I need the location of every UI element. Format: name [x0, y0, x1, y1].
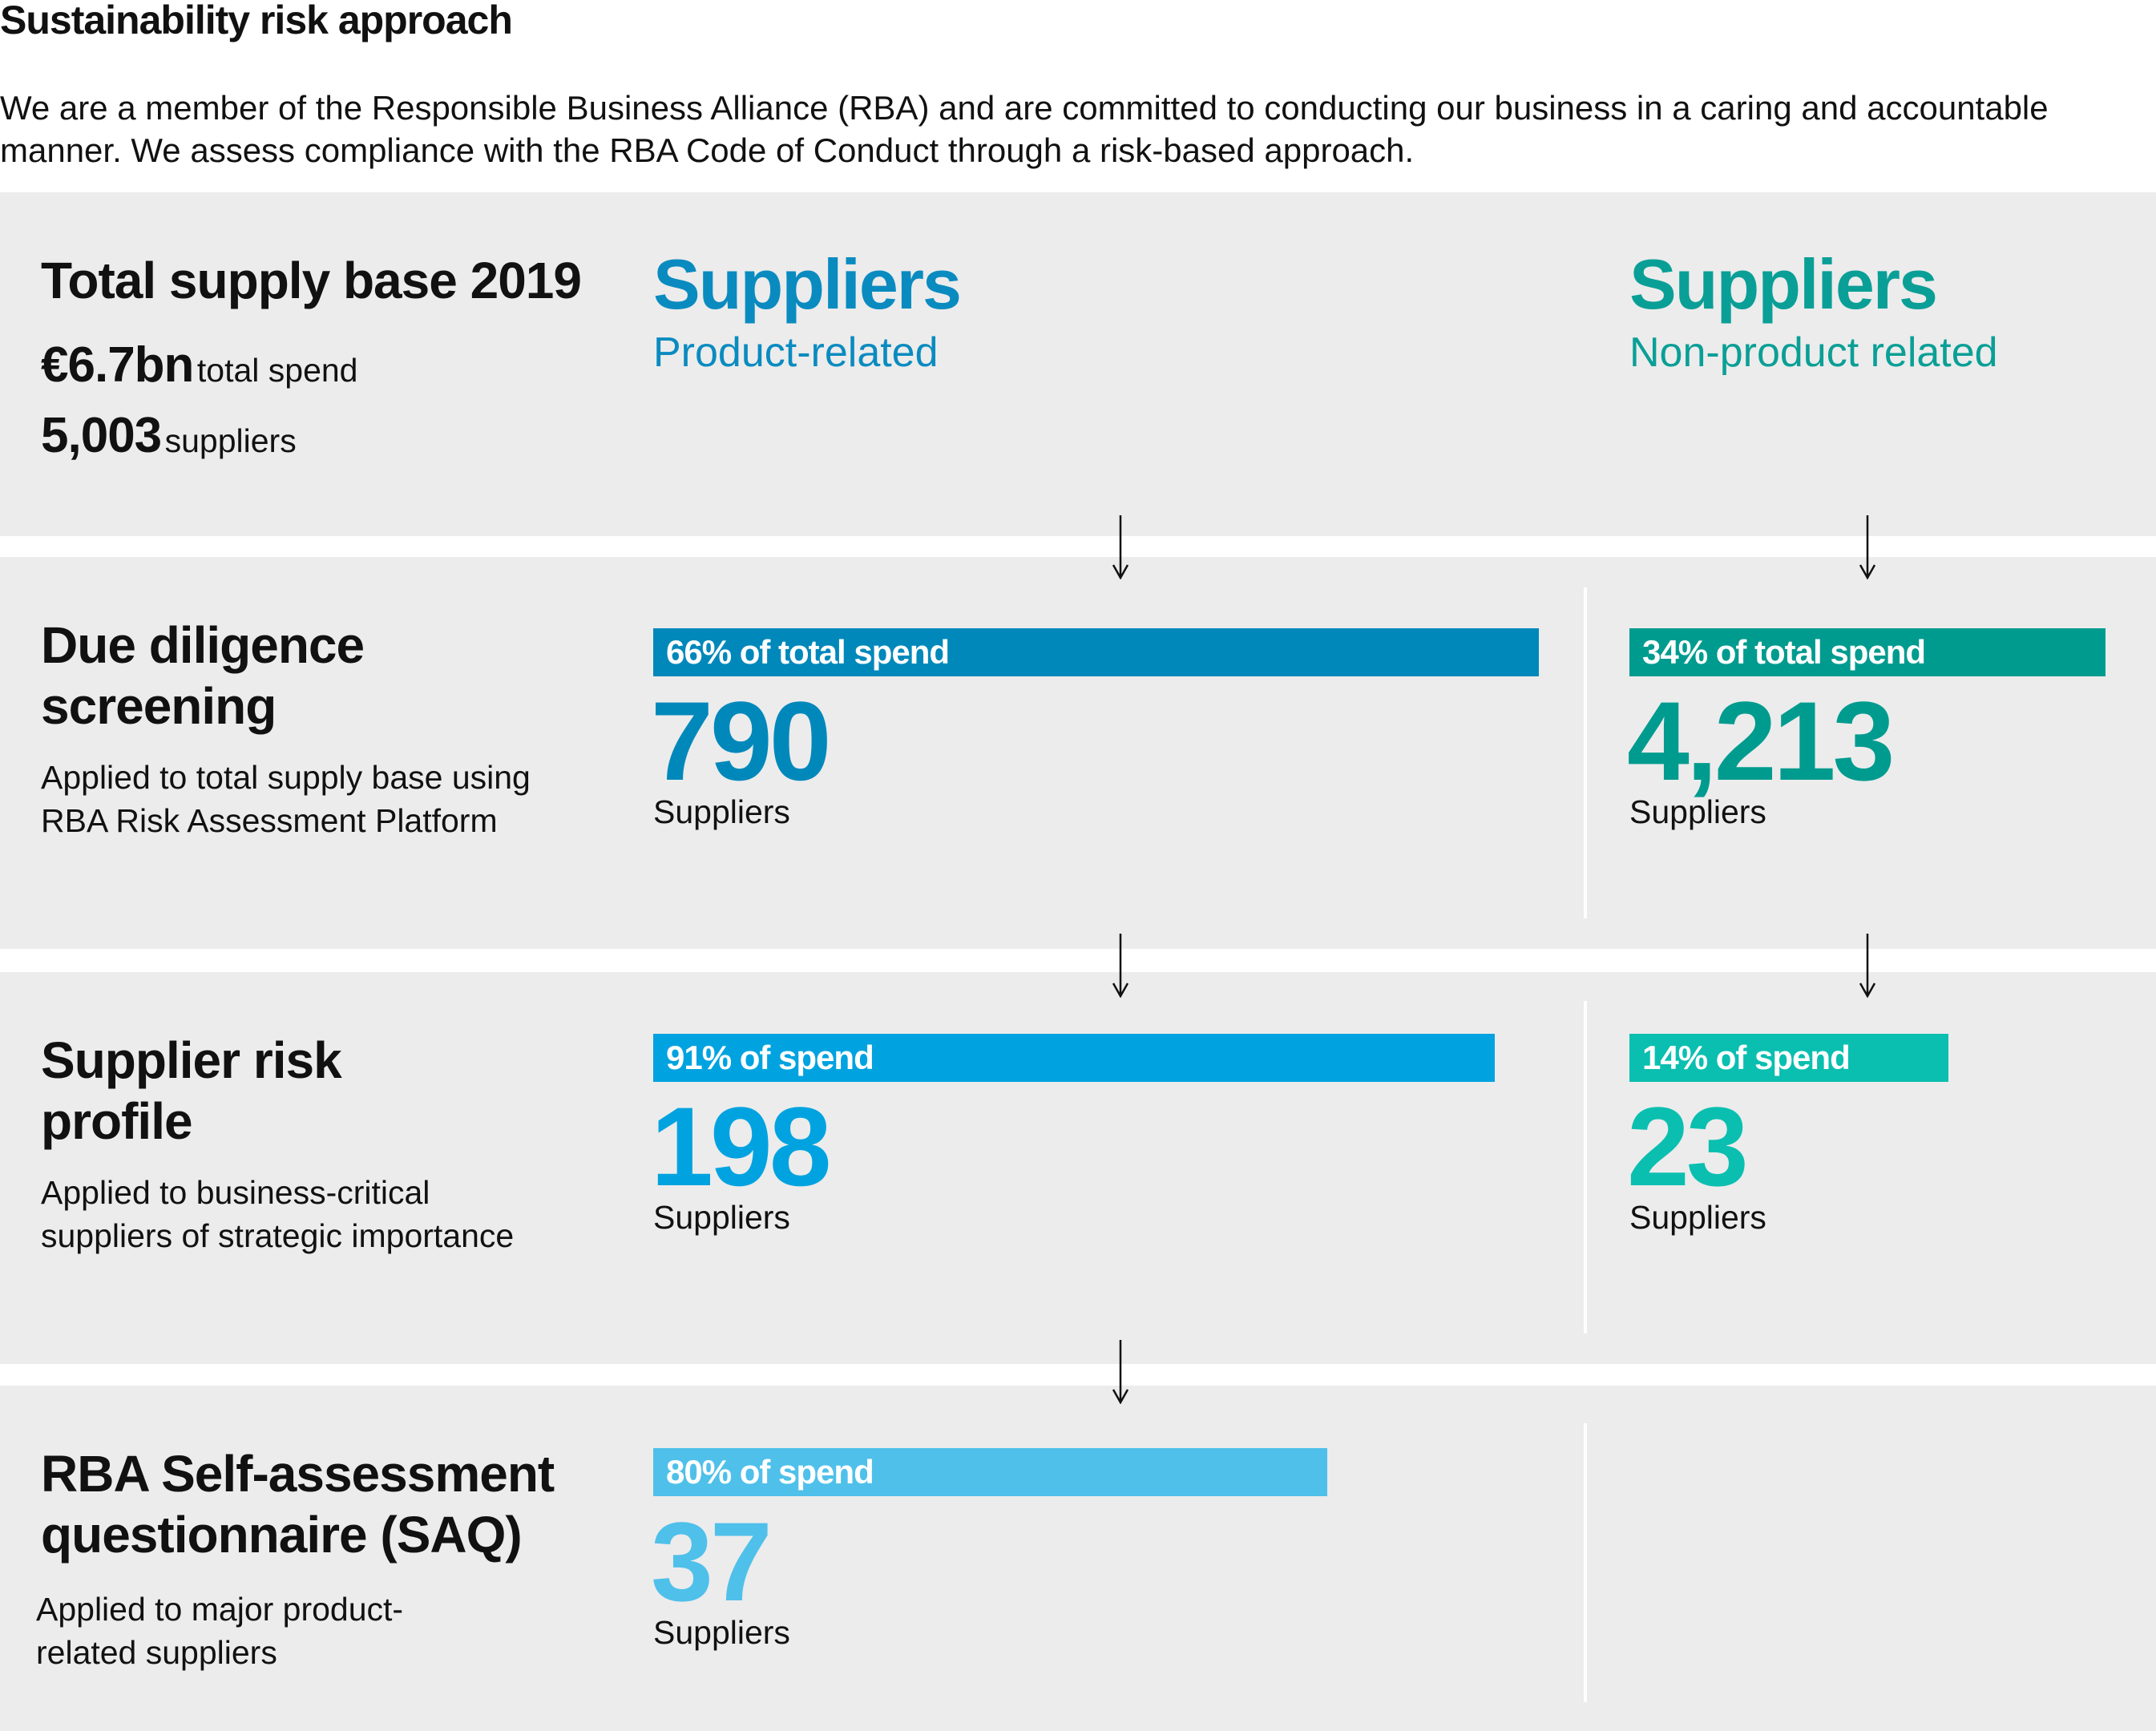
product-spend-bar: 66% of total spend — [653, 628, 1539, 676]
total-heading: Total supply base 2019 — [41, 252, 582, 309]
product-supplier-unit: Suppliers — [653, 793, 790, 830]
nonproduct-supplier-unit: Suppliers — [1629, 1199, 1766, 1236]
nonproduct-column-title: Suppliers — [1629, 244, 1938, 324]
due-diligence-panel: Due diligence screening Applied to total… — [0, 557, 2156, 949]
nonproduct-spend-bar: 34% of total spend — [1629, 628, 2106, 676]
nonproduct-column-subtitle: Non-product related — [1629, 329, 1998, 376]
product-spend-bar: 80% of spend — [653, 1448, 1327, 1496]
product-supplier-unit: Suppliers — [653, 1614, 790, 1651]
product-column-title: Suppliers — [653, 244, 962, 324]
total-supply-panel: Total supply base 2019 €6.7bn total spen… — [0, 192, 2156, 536]
product-supplier-unit: Suppliers — [653, 1199, 790, 1236]
stage-heading: Supplier risk profile — [41, 1031, 342, 1150]
total-spend-label: total spend — [196, 352, 358, 389]
product-supplier-count: 37 — [651, 1499, 773, 1624]
stage-heading: Due diligence screening — [41, 616, 365, 735]
nonproduct-supplier-count: 23 — [1627, 1083, 1749, 1209]
column-divider — [1584, 1423, 1587, 1702]
nonproduct-supplier-unit: Suppliers — [1629, 793, 1766, 830]
product-spend-bar: 91% of spend — [653, 1034, 1495, 1082]
total-suppliers: 5,003 suppliers — [41, 407, 297, 478]
down-arrow-icon — [1859, 515, 1876, 579]
intro-text: We are a member of the Responsible Busin… — [0, 89, 2049, 169]
product-supplier-count: 198 — [651, 1083, 832, 1209]
column-divider — [1584, 1001, 1587, 1334]
total-suppliers-value: 5,003 — [41, 408, 162, 463]
nonproduct-supplier-count: 4,213 — [1627, 678, 1895, 804]
total-spend-value: €6.7bn — [41, 337, 194, 393]
down-arrow-icon — [1859, 934, 1876, 998]
stage-description: Applied to major product-related supplie… — [36, 1591, 404, 1671]
risk-profile-panel: Supplier risk profile Applied to busines… — [0, 972, 2156, 1364]
saq-panel: RBA Self-assessment questionnaire (SAQ) … — [0, 1386, 2156, 1731]
page-title: Sustainability risk approach — [0, 0, 513, 42]
down-arrow-icon — [1112, 515, 1129, 579]
stage-description: Applied to business-critical suppliers o… — [41, 1174, 515, 1254]
column-divider — [1584, 587, 1587, 918]
down-arrow-icon — [1112, 1340, 1129, 1404]
down-arrow-icon — [1112, 934, 1129, 998]
product-supplier-count: 790 — [651, 678, 832, 804]
total-spend: €6.7bn total spend — [41, 337, 357, 407]
nonproduct-spend-bar: 14% of spend — [1629, 1034, 1948, 1082]
total-suppliers-label: suppliers — [164, 422, 297, 459]
stage-heading: RBA Self-assessment questionnaire (SAQ) — [41, 1445, 555, 1564]
stage-description: Applied to total supply base using RBA R… — [41, 759, 531, 839]
product-column-subtitle: Product-related — [653, 329, 939, 376]
